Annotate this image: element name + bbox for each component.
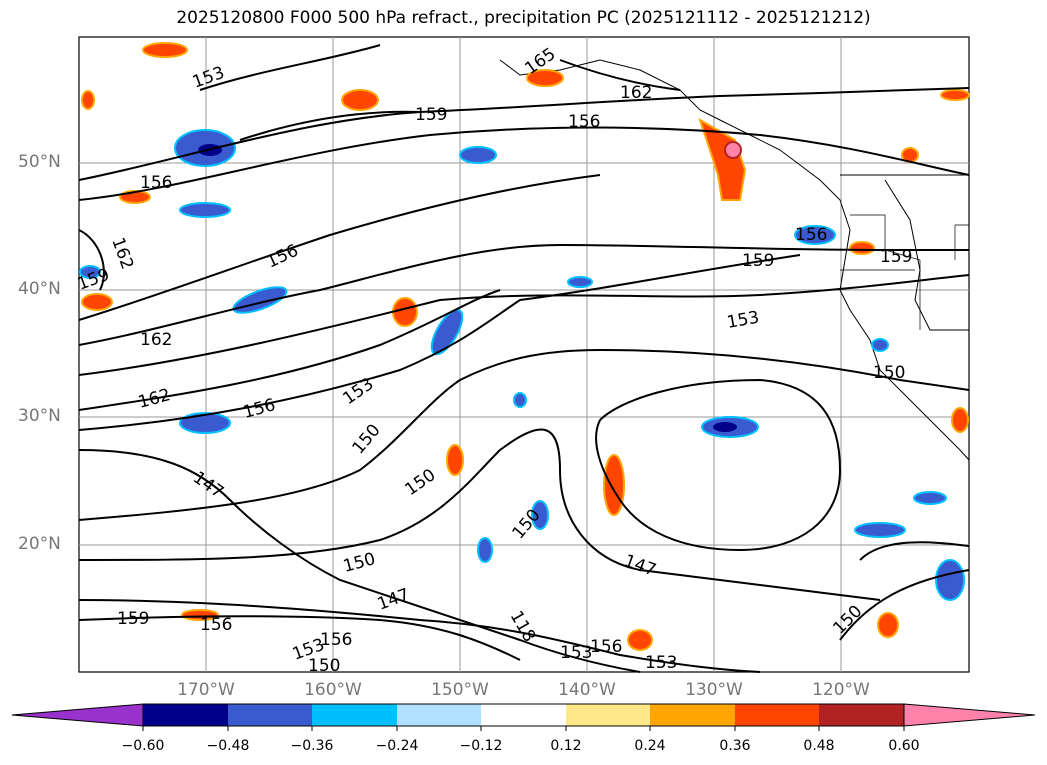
lon-label: 130°W bbox=[685, 680, 743, 700]
lat-label: 20°N bbox=[18, 534, 61, 554]
contour-label: 159 bbox=[742, 251, 774, 271]
colorbar bbox=[11, 703, 1036, 731]
colorbar-tick-label: −0.60 bbox=[121, 738, 165, 754]
contour-label: 156 bbox=[568, 112, 600, 132]
state-borders bbox=[840, 214, 969, 330]
contour-label: 156 bbox=[795, 225, 827, 245]
contour-label: 153 bbox=[560, 643, 592, 663]
precip-shading bbox=[79, 42, 970, 651]
contour-label: 150 bbox=[308, 656, 340, 676]
contour-label: 156 bbox=[140, 173, 172, 193]
contour-label: 162 bbox=[620, 83, 652, 103]
refractivity-contours bbox=[78, 44, 970, 673]
contour-label: 162 bbox=[140, 330, 172, 350]
colorbar-tick-label: −0.12 bbox=[459, 738, 503, 754]
contour-label: 156 bbox=[200, 615, 232, 635]
colorbar-tick-label: −0.36 bbox=[290, 738, 334, 754]
lat-label: 40°N bbox=[18, 279, 61, 299]
colorbar-tick-label: −0.24 bbox=[375, 738, 419, 754]
colorbar-tick-label: −0.48 bbox=[206, 738, 250, 754]
contour-label: 153 bbox=[645, 653, 677, 673]
contour-label: 156 bbox=[320, 630, 352, 650]
lat-label: 50°N bbox=[18, 152, 61, 172]
colorbar-tick-label: 0.48 bbox=[803, 738, 835, 754]
lon-label: 160°W bbox=[304, 680, 362, 700]
lat-label: 30°N bbox=[18, 406, 61, 426]
contour-label: 159 bbox=[415, 105, 447, 125]
colorbar-tick-label: 0.12 bbox=[550, 738, 582, 754]
colorbar-tick-label: 0.60 bbox=[888, 738, 920, 754]
map-title: 2025120800 F000 500 hPa refract., precip… bbox=[176, 8, 871, 28]
lon-label: 150°W bbox=[431, 680, 489, 700]
lon-label: 170°W bbox=[177, 680, 235, 700]
colorbar-tick-label: 0.36 bbox=[719, 738, 751, 754]
colorbar-tick-label: 0.24 bbox=[634, 738, 666, 754]
contour-label: 159 bbox=[880, 247, 912, 267]
contour-label: 156 bbox=[590, 637, 622, 657]
lon-label: 140°W bbox=[558, 680, 616, 700]
contour-label: 159 bbox=[117, 609, 149, 629]
lon-label: 120°W bbox=[812, 680, 870, 700]
contour-label: 150 bbox=[873, 363, 905, 383]
